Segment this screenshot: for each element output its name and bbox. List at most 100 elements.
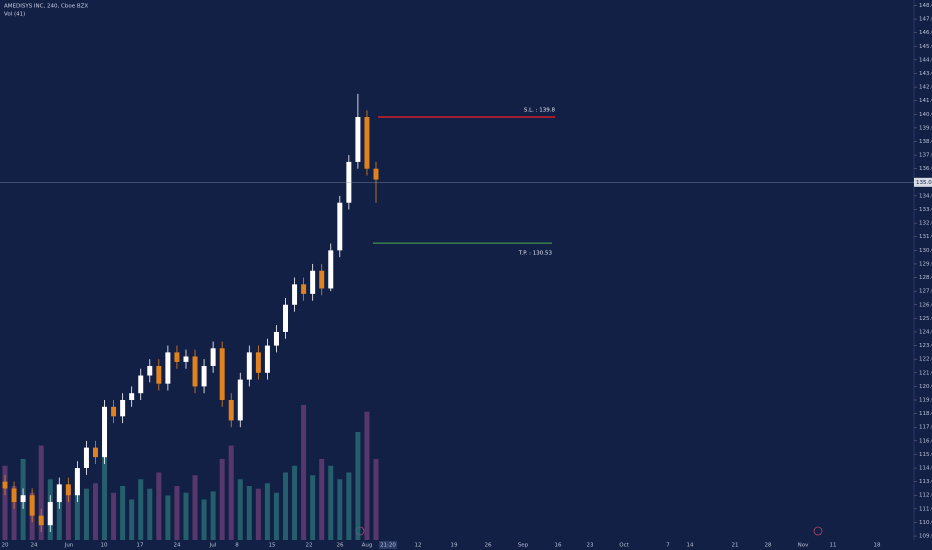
candle-body xyxy=(328,250,334,289)
candle-body xyxy=(183,356,189,362)
y-tick-label: 122.00 xyxy=(919,357,932,363)
x-tick-label: 16 xyxy=(555,543,562,549)
x-tick-label: 10 xyxy=(101,543,108,549)
price-label-box xyxy=(914,177,932,187)
volume-bar xyxy=(102,452,108,540)
y-tick-label: 130.00 xyxy=(919,248,932,254)
x-tick-label: Jun xyxy=(64,543,74,549)
volume-bar xyxy=(192,475,198,540)
x-tick-label: 12 xyxy=(415,543,422,549)
y-tick-label: 110.00 xyxy=(919,520,932,526)
x-tick-label: 17 xyxy=(137,543,144,549)
x-tick-label: 18 xyxy=(874,543,881,549)
candle-body xyxy=(264,345,270,373)
y-tick-label: 138.00 xyxy=(919,139,932,145)
x-tick-label: 15 xyxy=(269,543,276,549)
candle-body xyxy=(29,495,35,516)
candle-body xyxy=(92,447,98,458)
volume-bar xyxy=(328,465,334,540)
y-tick-label: 128.00 xyxy=(919,275,932,281)
x-tick-label: Sep xyxy=(518,543,529,549)
volume-bar xyxy=(373,459,379,540)
y-tick-label: 133.00 xyxy=(919,207,932,213)
candle-body xyxy=(219,348,225,401)
take-profit-label: T.P. : 130.53 xyxy=(518,251,553,257)
candle-body xyxy=(355,117,361,162)
volume-bar xyxy=(74,472,80,540)
candle-body xyxy=(47,502,53,526)
volume-bar xyxy=(210,491,216,540)
y-tick-label: 139.00 xyxy=(919,125,932,131)
volume-bar xyxy=(310,475,316,540)
x-tick-label: 8 xyxy=(235,543,239,549)
y-tick-label: 118.00 xyxy=(919,411,932,417)
x-tick-label: 20 xyxy=(2,543,9,549)
volume-bar xyxy=(156,472,162,540)
y-tick-label: 144.00 xyxy=(919,57,932,63)
volume-bar xyxy=(38,445,44,540)
y-tick-label: 119.00 xyxy=(919,398,932,404)
event-marker[interactable] xyxy=(813,526,823,536)
candle-body xyxy=(210,348,216,366)
volume-bar xyxy=(346,472,352,540)
volume-bar xyxy=(228,445,234,540)
volume-bar xyxy=(364,411,370,540)
price-label: 135.00 xyxy=(916,180,932,186)
volume-bar xyxy=(273,492,279,540)
candle-body xyxy=(83,447,89,469)
x-tick-label: 28 xyxy=(765,543,772,549)
candle-body xyxy=(129,393,135,401)
volume-bar xyxy=(111,492,117,540)
x-tick-label: Nov xyxy=(798,543,809,549)
candle-body xyxy=(174,352,180,362)
y-tick-label: 137.00 xyxy=(919,153,932,159)
y-tick-label: 116.00 xyxy=(919,438,932,444)
candle-body xyxy=(319,270,325,289)
x-tick-label: 14 xyxy=(687,543,694,549)
volume-legend: Vol (41) xyxy=(4,12,25,18)
y-tick-label: 129.00 xyxy=(919,261,932,267)
y-tick-label: 126.00 xyxy=(919,302,932,308)
candle-body xyxy=(246,352,252,380)
candle-body xyxy=(292,284,298,305)
y-tick-label: 121.00 xyxy=(919,370,932,376)
y-tick-label: 145.00 xyxy=(919,44,932,50)
x-tick-label: 24 xyxy=(174,543,181,549)
volume-bar xyxy=(83,488,89,540)
volume-bar xyxy=(255,488,261,540)
y-tick-label: 134.00 xyxy=(919,193,932,199)
candle-body xyxy=(120,400,126,417)
volume-bar xyxy=(264,483,270,540)
y-tick-label: 115.00 xyxy=(919,452,932,458)
candle-body xyxy=(310,270,316,294)
y-tick-label: 146.00 xyxy=(919,30,932,36)
candle-body xyxy=(38,515,44,526)
volume-bar xyxy=(147,488,153,540)
y-tick-label: 117.00 xyxy=(919,425,932,431)
volume-bar xyxy=(11,486,17,540)
candle-body xyxy=(373,168,379,180)
y-tick-label: 124.00 xyxy=(919,329,932,335)
volume-bar xyxy=(201,499,207,540)
candle-body xyxy=(20,495,26,503)
x-tick-label: 19 xyxy=(451,543,458,549)
volume-bar xyxy=(138,479,144,540)
y-tick-label: 136.00 xyxy=(919,166,932,172)
candle-body xyxy=(301,284,307,294)
y-tick-label: 143.00 xyxy=(919,71,932,77)
volume-bar xyxy=(246,486,252,540)
candle-body xyxy=(255,352,261,373)
x-tick-label: 26 xyxy=(485,543,492,549)
chart-title: AMEDISYS INC, 240, Cboe BZX xyxy=(4,4,88,10)
x-tick-label: 21 xyxy=(732,543,739,549)
y-tick-label: 141.00 xyxy=(919,98,932,104)
y-tick-label: 112.00 xyxy=(919,493,932,499)
volume-bar xyxy=(219,459,225,540)
candle-body xyxy=(138,375,144,394)
candle-body xyxy=(11,488,17,503)
volume-bar xyxy=(2,465,8,540)
candle-body xyxy=(111,406,117,417)
candle-body xyxy=(201,365,207,387)
